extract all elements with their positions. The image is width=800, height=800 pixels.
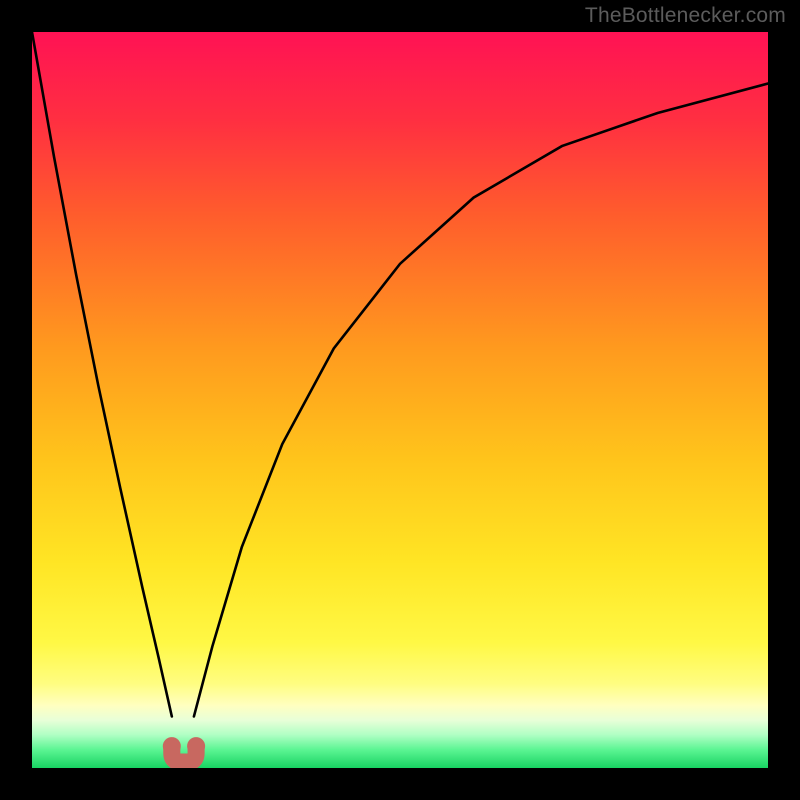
plot-svg xyxy=(32,32,768,768)
dip-knob-0 xyxy=(163,737,181,755)
gradient-background xyxy=(32,32,768,768)
figure-root: TheBottlenecker.com xyxy=(0,0,800,800)
watermark-text: TheBottlenecker.com xyxy=(585,4,786,28)
plot-area xyxy=(32,32,768,768)
dip-knob-1 xyxy=(187,737,205,755)
